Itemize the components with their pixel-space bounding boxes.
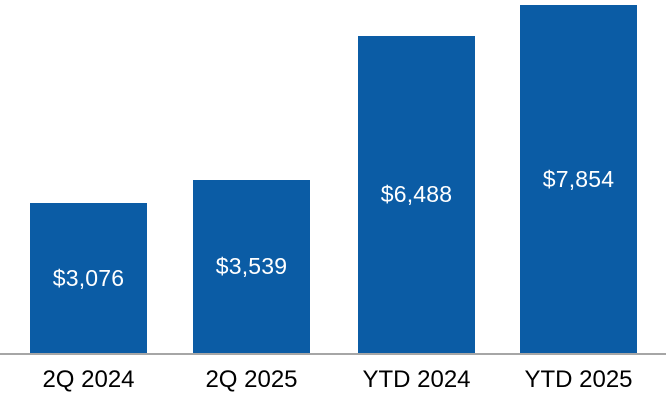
bar-value-label: $3,076 xyxy=(52,264,125,291)
bar-value-label: $6,488 xyxy=(380,181,453,207)
x-axis-line xyxy=(0,353,666,355)
bar-2q-2024: $3,076 xyxy=(30,203,147,353)
plot-area: $3,076 $3,539 $6,488 $7,854 xyxy=(30,5,637,353)
bar-ytd-2025: $7,854 xyxy=(520,5,637,353)
category-label: YTD 2024 xyxy=(362,366,471,393)
category-label: YTD 2025 xyxy=(524,366,633,393)
category-label: 2Q 2024 xyxy=(42,366,135,393)
category-label: 2Q 2025 xyxy=(205,366,298,393)
bar-value-label: $7,854 xyxy=(542,165,615,192)
bar-value-label: $3,539 xyxy=(215,253,288,279)
bar-2q-2025: $3,539 xyxy=(193,180,310,353)
bar-ytd-2024: $6,488 xyxy=(358,36,475,353)
